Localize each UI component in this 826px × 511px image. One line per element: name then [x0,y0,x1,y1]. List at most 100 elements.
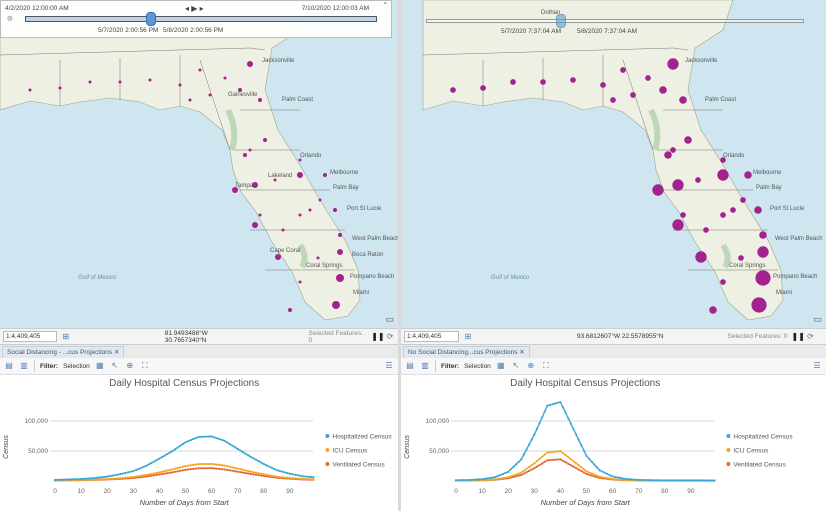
legend-toggle-icon[interactable]: ☰ [385,361,393,370]
full-extent-icon[interactable]: ⛶ [543,361,549,370]
data-point [572,427,575,431]
data-point [260,472,263,475]
map-label: Melbourne [753,170,782,176]
data-point [554,402,557,405]
data-point [299,474,302,477]
collapse-icon[interactable]: ⌃ [382,2,388,9]
map-label: Coral Springs [306,263,343,269]
refresh-icon[interactable]: ⟳ [807,331,814,341]
data-point [283,471,286,474]
data-point [116,473,119,476]
data-point [467,478,471,482]
time-track[interactable] [426,19,804,23]
selection-filter-button[interactable]: Selection [63,362,90,370]
globe-icon[interactable]: ◍ [7,15,13,22]
data-point [554,450,557,453]
data-point [509,468,512,471]
close-icon[interactable]: ✕ [113,349,120,356]
county-dot [316,256,320,260]
county-dot [667,58,679,70]
data-point [247,469,250,473]
refresh-icon[interactable]: ⟳ [386,331,394,341]
data-point [95,476,98,479]
x-tick-label: 30 [130,488,138,495]
properties-icon[interactable]: ▤ [5,361,13,370]
county-dot [188,98,192,102]
chart-icon[interactable]: ▥ [20,361,28,370]
data-point [301,477,305,481]
legend-toggle-icon[interactable]: ☰ [813,361,821,370]
data-point [286,476,289,479]
map-label: Cape Coral [270,248,301,254]
legend-marker [325,434,330,438]
data-point [134,475,138,478]
data-point [249,470,252,473]
scale-select[interactable]: 1:4,409,405 [404,331,459,342]
time-track[interactable] [25,16,377,22]
legend-marker [726,448,731,452]
data-point [223,468,226,471]
zoom-icon[interactable]: ⊕ [126,361,134,370]
county-dot [273,178,277,182]
data-point [588,471,591,474]
chart-icon[interactable]: ▥ [421,361,429,370]
zoom-icon[interactable]: ⊕ [527,361,535,370]
select-icon[interactable]: ↖ [512,361,520,370]
map-label: Port St Lucie [347,206,382,212]
county-dot [238,88,242,92]
close-icon[interactable]: ✕ [519,349,525,356]
data-point [197,462,200,466]
x-axis-label: Number of Days from Start [140,498,230,507]
map-view-no-social-distancing[interactable]: 5/7/2020 7:37:04 AM 5/8/2020 7:37:04 AM … [401,0,826,328]
data-point [249,472,252,476]
pause-icon[interactable]: ❚❚ [371,331,385,341]
data-point [142,465,145,468]
y-tick-label: 50,000 [429,448,449,455]
data-point [634,478,638,481]
data-point [158,457,161,460]
map-view-social-distancing[interactable]: 4/2/2020 12:00:00 AM ◂ ▶ ▸ 7/10/2020 12:… [0,0,398,328]
land-group [422,0,784,321]
basemap-icon[interactable]: ▭ [385,314,394,324]
time-slider[interactable]: 4/2/2020 12:00:00 AM ◂ ▶ ▸ 7/10/2020 12:… [0,0,392,38]
playback-controls[interactable]: ◂ ▶ ▸ [185,4,204,13]
data-point [168,468,171,472]
pause-icon[interactable]: ❚❚ [791,331,805,341]
navigation-icons[interactable]: ⊞ [464,331,472,341]
data-point [572,465,575,468]
full-extent-icon[interactable]: ⛶ [142,361,148,370]
data-point [491,476,494,479]
time-thumb[interactable] [556,14,566,28]
data-point [546,404,549,407]
map-status-bar: 1:4,409,405 ⊞ 81.9493488°W 30.7657340°N … [0,328,398,344]
data-point [512,475,515,479]
data-point [200,467,203,470]
map-label: Palm Bay [333,185,359,191]
time-thumb[interactable] [146,12,156,26]
data-point [296,474,299,477]
data-point [666,479,669,482]
data-point [661,479,664,482]
scale-select[interactable]: 1:4,409,405 [3,331,57,342]
data-point [525,448,528,451]
data-point [66,478,70,481]
select-icon[interactable]: ↖ [111,361,119,370]
data-point [514,475,518,478]
data-point [189,439,192,442]
navigation-icons[interactable]: ⊞ [62,331,70,341]
data-point [648,479,651,482]
selection-filter-button[interactable]: Selection [464,362,491,370]
data-point [108,477,111,480]
data-point [179,444,182,447]
data-point [267,474,271,477]
data-point [179,469,182,472]
data-point [294,477,297,480]
county-dot [298,213,302,217]
data-point [166,453,169,456]
data-point [517,460,520,463]
y-tick-label: 50,000 [28,448,48,455]
table-icon[interactable]: ▦ [96,361,104,370]
basemap-icon[interactable]: ▭ [813,314,822,324]
properties-icon[interactable]: ▤ [406,361,414,370]
table-icon[interactable]: ▦ [497,361,505,370]
